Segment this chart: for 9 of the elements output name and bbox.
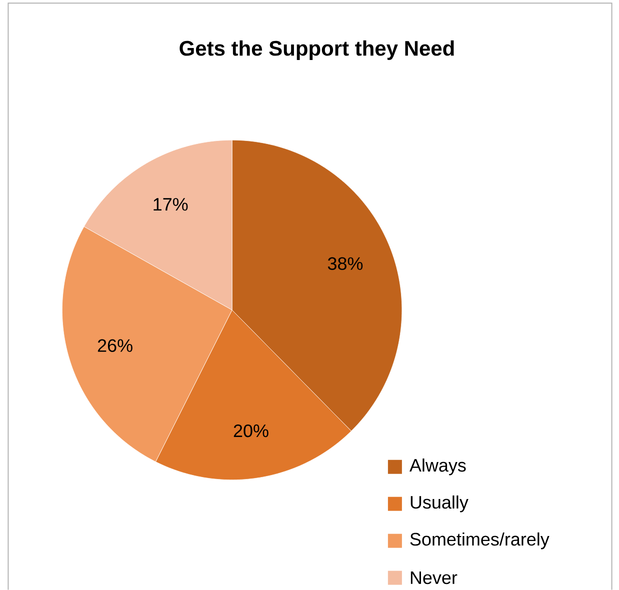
legend-label: Always (410, 458, 466, 476)
legend-label: Never (410, 571, 458, 584)
data-label: 20% (234, 424, 268, 438)
legend-label: Sometimes/rarely (410, 532, 550, 550)
data-label: 38% (328, 257, 363, 270)
legend-label: Usually (410, 495, 468, 512)
chart-title: Gets the Support they Need (180, 40, 454, 60)
data-label: 26% (98, 339, 132, 352)
data-label: 17% (154, 198, 188, 211)
